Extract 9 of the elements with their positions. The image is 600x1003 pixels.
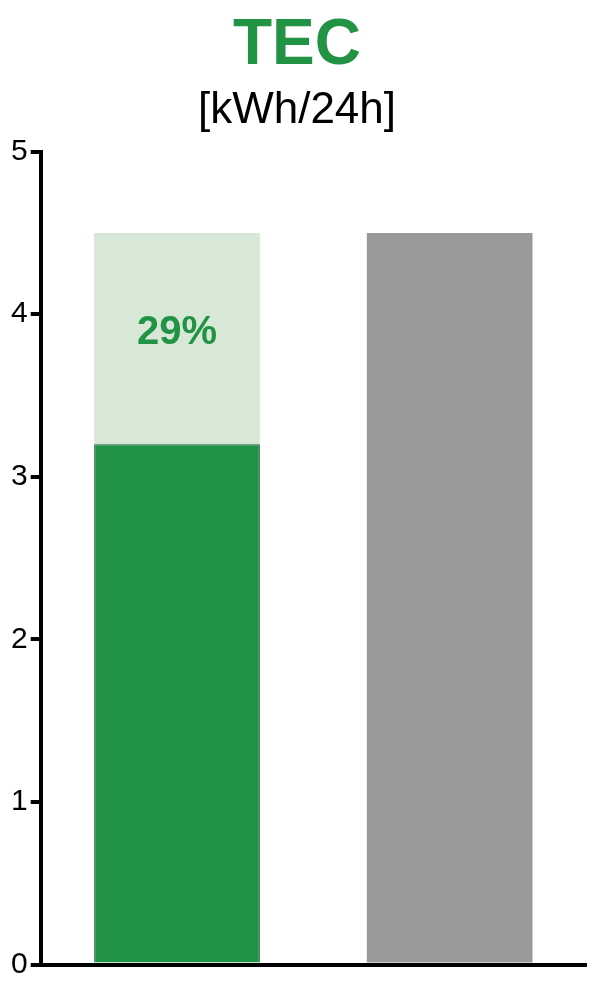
y-tick-label: 5 bbox=[11, 132, 28, 166]
chart-title: TEC bbox=[233, 6, 361, 79]
annotation: 29% bbox=[136, 307, 218, 352]
y-tick-label: 2 bbox=[11, 620, 28, 654]
y-tick-label: 3 bbox=[11, 458, 28, 492]
chart-subtitle: [kWh/24h] bbox=[197, 83, 397, 133]
y-tick-label: 4 bbox=[11, 295, 28, 329]
y-tick-label: 1 bbox=[11, 783, 28, 817]
y-tick-label: 0 bbox=[11, 945, 28, 979]
